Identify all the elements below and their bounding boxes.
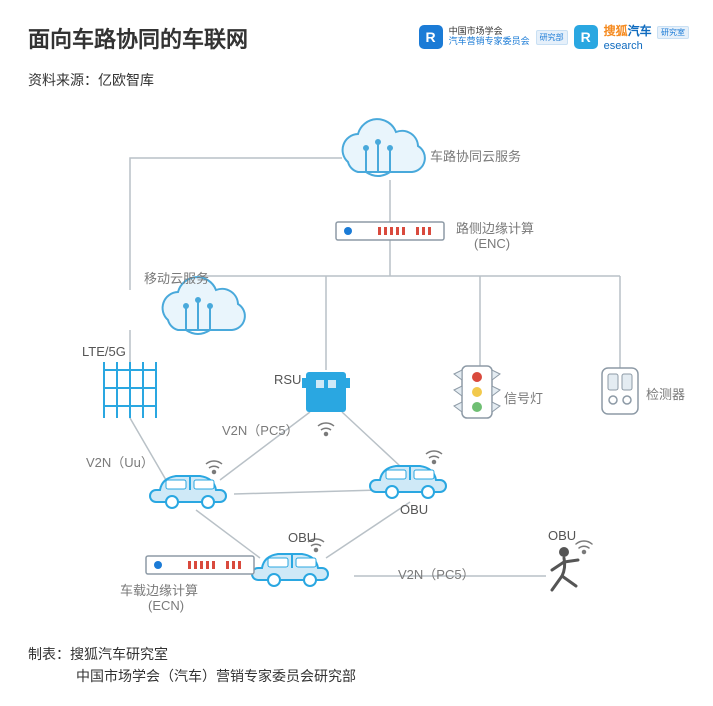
enc-strip-icon	[336, 222, 444, 240]
rsu-icon	[302, 372, 350, 436]
label-obu1: OBU	[400, 502, 428, 517]
footer-line1: 制表：搜狐汽车研究室	[28, 644, 168, 664]
label-v2n-pc5-2: V2N（PC5）	[398, 564, 475, 583]
label-detector: 检测器	[646, 384, 685, 403]
label-enc1: 路侧边缘计算	[456, 218, 534, 237]
ecn-strip-icon	[146, 556, 254, 574]
label-ecn2: (ECN)	[148, 598, 184, 613]
car-right-icon	[370, 451, 446, 498]
label-obu2: OBU	[288, 530, 316, 545]
label-enc2: (ENC)	[474, 236, 510, 251]
cloud-top-icon	[343, 119, 425, 176]
footer-line2: 中国市场学会（汽车）营销专家委员会研究部	[76, 666, 356, 686]
label-mobile-cloud: 移动云服务	[144, 268, 209, 287]
label-v2n-pc5-1: V2N（PC5）	[222, 420, 299, 439]
label-rsu: RSU	[274, 372, 301, 387]
label-obu3: OBU	[548, 528, 576, 543]
label-v2n-uu: V2N（Uu）	[86, 452, 154, 471]
label-traffic: 信号灯	[504, 388, 543, 407]
antenna-icon	[104, 362, 156, 418]
connection-lines	[130, 158, 620, 576]
traffic-light-icon	[454, 366, 500, 418]
pedestrian-icon	[552, 541, 592, 590]
label-lte: LTE/5G	[82, 344, 126, 359]
label-cloud-top: 车路协同云服务	[430, 146, 521, 165]
detector-icon	[602, 368, 638, 414]
car-bottom-icon	[252, 539, 328, 586]
car-left-icon	[150, 461, 226, 508]
label-ecn1: 车载边缘计算	[120, 580, 198, 599]
